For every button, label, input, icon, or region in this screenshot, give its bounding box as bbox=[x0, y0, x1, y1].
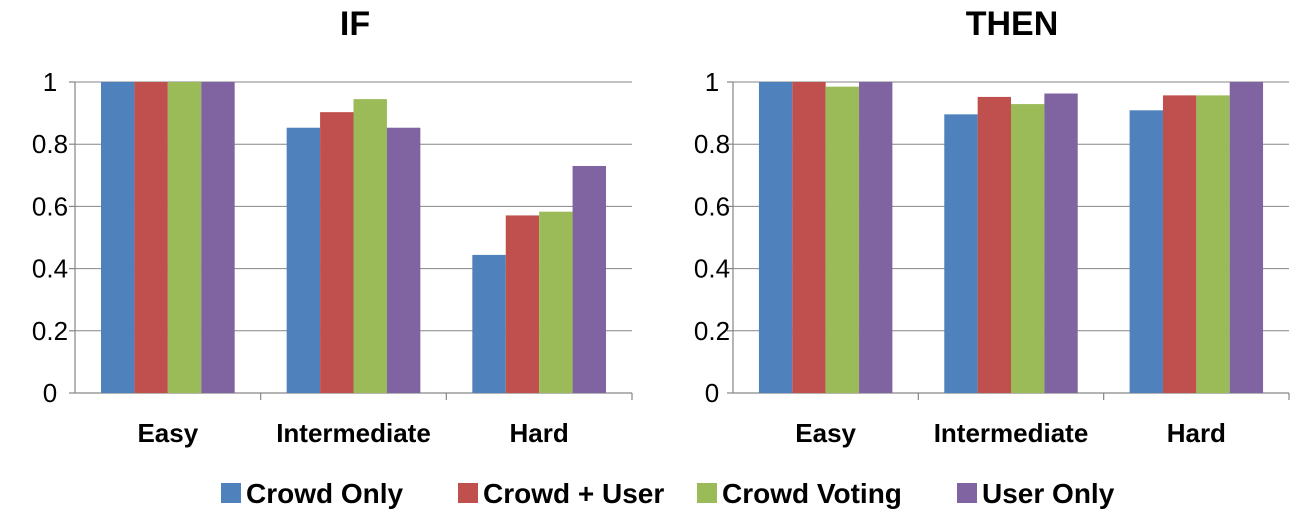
bar-user-only-hard bbox=[1229, 82, 1264, 393]
y-tick-label: 1 bbox=[705, 67, 719, 97]
chart-title: THEN bbox=[966, 5, 1059, 43]
bar-crowd-voting-hard bbox=[539, 211, 573, 393]
x-category-label: Easy bbox=[795, 418, 856, 448]
bar-crowd-user-hard bbox=[1162, 95, 1197, 394]
y-tick-label: 0 bbox=[705, 378, 719, 408]
y-tick-label: 1 bbox=[43, 67, 57, 97]
bar-crowd-voting-hard bbox=[1196, 95, 1230, 394]
y-tick-label: 0.8 bbox=[32, 129, 68, 159]
bar-crowd-voting-easy bbox=[825, 86, 860, 393]
legend-swatch-crowd-only bbox=[221, 483, 241, 503]
bar-crowd-only-hard bbox=[472, 254, 506, 393]
x-category-label: Intermediate bbox=[276, 418, 431, 448]
y-tick-label: 0.6 bbox=[32, 191, 68, 221]
bar-crowd-user-hard bbox=[505, 215, 540, 393]
legend-label-crowd-only: Crowd Only bbox=[246, 478, 404, 509]
chart-title: IF bbox=[340, 5, 370, 43]
chart-then: THEN 0 0.2 0.4 0.6 0.8 1 Easy Intermediate Hard bbox=[694, 5, 1290, 448]
bar-user-only-easy bbox=[859, 82, 893, 393]
bar-crowd-voting-intermediate bbox=[1011, 104, 1045, 394]
bar-crowd-voting-intermediate bbox=[353, 99, 387, 393]
x-category-label: Hard bbox=[1167, 418, 1226, 448]
y-tick-label: 0.2 bbox=[32, 316, 68, 346]
y-tick-label: 0.2 bbox=[694, 316, 730, 346]
bar-crowd-user-easy bbox=[134, 82, 168, 393]
legend-swatch-user-only bbox=[957, 483, 977, 503]
legend: Crowd Only Crowd + User Crowd Voting User O… bbox=[221, 478, 1115, 509]
y-tick-label: 0.6 bbox=[694, 191, 730, 221]
chart-if: IF 0 0.2 0.4 0.6 0.8 1 Easy Intermediate Hard bbox=[32, 5, 633, 448]
bar-user-only-hard bbox=[572, 165, 607, 393]
bar-crowd-only-intermediate bbox=[944, 114, 978, 394]
y-tick-label: 0.4 bbox=[694, 254, 730, 284]
legend-label-user-only: User Only bbox=[982, 478, 1115, 509]
bar-user-only-easy bbox=[201, 82, 235, 393]
x-category-label: Intermediate bbox=[934, 418, 1089, 448]
bar-crowd-user-easy bbox=[792, 82, 826, 393]
bar-crowd-voting-easy bbox=[167, 82, 202, 393]
legend-label-crowd-voting: Crowd Voting bbox=[722, 478, 902, 509]
y-tick-label: 0.4 bbox=[32, 254, 68, 284]
legend-swatch-crowd-user bbox=[458, 483, 478, 503]
y-tick-label: 0 bbox=[43, 378, 57, 408]
legend-label-crowd-user: Crowd + User bbox=[483, 478, 664, 509]
bar-crowd-user-intermediate bbox=[320, 112, 354, 394]
bar-user-only-intermediate bbox=[386, 127, 421, 393]
bar-crowd-only-easy bbox=[758, 82, 793, 393]
x-category-label: Hard bbox=[510, 418, 569, 448]
bar-user-only-intermediate bbox=[1044, 93, 1078, 393]
bar-crowd-only-hard bbox=[1129, 110, 1163, 394]
x-category-label: Easy bbox=[137, 418, 198, 448]
bar-crowd-user-intermediate bbox=[977, 96, 1011, 393]
bar-crowd-only-easy bbox=[100, 82, 135, 393]
y-tick-label: 0.8 bbox=[694, 129, 730, 159]
legend-swatch-crowd-voting bbox=[697, 483, 717, 503]
bar-crowd-only-intermediate bbox=[286, 127, 321, 393]
